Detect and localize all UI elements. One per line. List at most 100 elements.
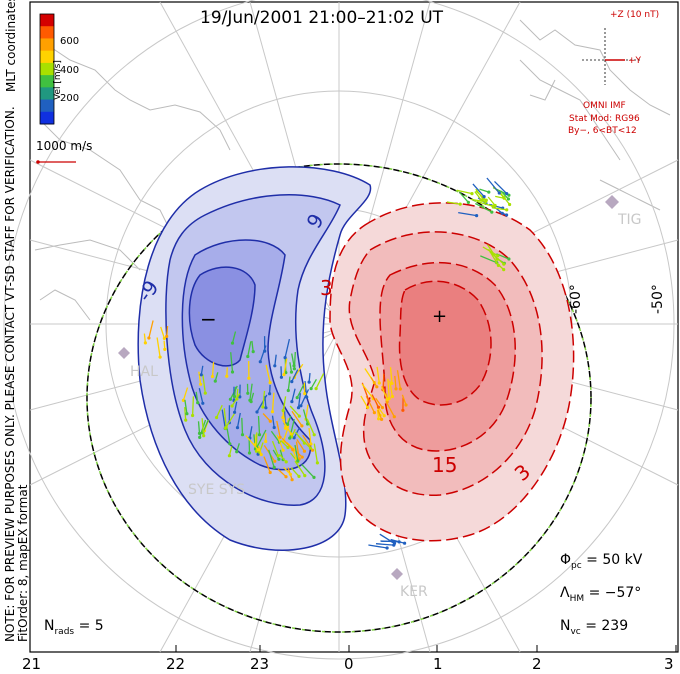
velocity-vector <box>361 383 374 400</box>
velocity-vector-origin <box>458 202 462 206</box>
velocity-vector <box>375 397 383 408</box>
velocity-vector <box>184 399 188 414</box>
velocity-vector-origin <box>230 404 234 408</box>
velocity-vector-origin <box>376 405 381 409</box>
velocity-vector <box>284 338 291 358</box>
velocity-vector <box>289 362 293 373</box>
velocity-vector-origin <box>496 254 500 258</box>
hm-latitude: ΛHM = −57° <box>560 585 642 604</box>
velocity-vector-origin <box>377 381 381 385</box>
velocity-vector <box>226 428 231 444</box>
colorbar-segment <box>40 50 54 64</box>
velocity-vector <box>247 341 252 357</box>
velocity-vector <box>500 190 509 200</box>
colorbar-tick: 200 <box>60 93 80 104</box>
velocity-vector <box>296 438 305 452</box>
velocity-vector-origin <box>307 380 311 384</box>
velocity-vector-origin <box>235 426 240 430</box>
velocity-vector-origin <box>247 376 251 380</box>
velocity-vector-origin <box>230 341 235 345</box>
colorbar-segment <box>40 111 54 125</box>
velocity-vector-origin <box>297 414 301 418</box>
imf-source: OMNI IMF <box>583 101 626 111</box>
velocity-vector <box>475 188 484 200</box>
velocity-vector <box>256 429 267 448</box>
velocity-vector-origin <box>223 426 227 430</box>
velocity-vector <box>265 364 271 383</box>
minimum-marker: − <box>200 307 217 331</box>
colorbar-outline <box>39 13 55 125</box>
mlt-label: 2 <box>532 655 542 673</box>
velocity-vector <box>476 200 494 207</box>
velocity-vector-origin <box>507 193 511 197</box>
velocity-vector <box>489 251 505 265</box>
velocity-vector-origin <box>272 425 276 430</box>
velocity-vector-origin <box>309 442 313 446</box>
velocity-vector-origin <box>203 391 207 395</box>
velocity-vector-origin <box>185 412 189 416</box>
maximum-marker: + <box>432 306 447 327</box>
velocity-vector <box>290 467 300 477</box>
velocity-vector-origin <box>466 200 470 204</box>
velocity-vector-origin <box>394 387 398 391</box>
velocity-vector-origin <box>165 334 169 338</box>
velocity-vector <box>268 449 275 468</box>
negative-potential-cell <box>137 166 372 551</box>
velocity-vector-origin <box>264 406 268 410</box>
velocity-vector-origin <box>300 455 304 459</box>
mlt-label: 23 <box>250 655 270 673</box>
velocity-vector-origin <box>290 478 294 482</box>
colorbar-segment <box>40 14 54 27</box>
velocity-vector-origin <box>375 385 379 389</box>
latitude-label-50: -50° <box>650 284 666 314</box>
velocity-vector <box>297 393 302 408</box>
velocity-vector-origin <box>506 197 510 201</box>
velocity-vector-origin <box>191 413 195 418</box>
velocity-vector-origin <box>392 543 396 547</box>
velocity-vector-origin <box>303 474 307 478</box>
velocity-vector-origin <box>248 398 252 402</box>
mlt-ticks <box>29 645 677 652</box>
colorbar-tick: 400 <box>60 65 80 76</box>
velocity-vector <box>291 410 303 427</box>
velocity-vector <box>271 415 275 428</box>
velocity-colorbar <box>39 13 55 125</box>
velocity-vector <box>296 383 305 398</box>
velocity-vector-origin <box>390 394 394 399</box>
velocity-vector-origin <box>264 439 268 444</box>
velocity-vector-origin <box>299 404 303 408</box>
velocity-vector <box>301 463 315 478</box>
velocity-vector <box>472 183 485 198</box>
velocity-vector-origin <box>163 347 167 351</box>
velocity-vector-origin <box>268 392 272 396</box>
colorbar-segment <box>40 26 54 39</box>
velocity-vector <box>282 411 287 429</box>
velocity-vector <box>276 420 281 438</box>
velocity-vector-origin <box>283 356 287 360</box>
velocity-vector-origin <box>309 387 313 391</box>
velocity-vector-origin <box>401 408 405 412</box>
velocity-vector-origin <box>502 262 506 266</box>
reference-vector-label: 1000 m/s <box>36 139 93 153</box>
velocity-vector <box>291 388 296 402</box>
velocity-vector <box>495 261 505 271</box>
velocity-vector-origin <box>286 422 290 426</box>
velocity-vector <box>198 371 202 385</box>
velocity-vector <box>289 405 300 417</box>
station-markers <box>118 195 619 580</box>
velocity-vector <box>394 375 397 389</box>
velocity-vector-origin <box>484 200 488 204</box>
velocity-vector-origin <box>290 400 294 404</box>
velocity-vector-origin <box>246 354 250 359</box>
vector-count: Nvc = 239 <box>560 618 629 637</box>
velocity-vector <box>278 453 287 463</box>
velocity-vector-origin <box>196 401 200 405</box>
velocity-vector-origin <box>278 435 282 439</box>
velocity-vector <box>233 386 237 397</box>
velocity-vector-origin <box>391 539 395 543</box>
velocity-vector-origin <box>233 410 237 414</box>
station-hal: HAL <box>130 364 158 380</box>
velocity-vector <box>494 180 508 195</box>
velocity-vector-origin <box>283 426 287 430</box>
velocity-vector <box>156 337 161 358</box>
